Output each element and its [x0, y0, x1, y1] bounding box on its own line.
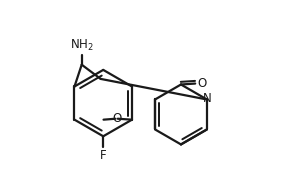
Text: F: F	[100, 149, 107, 162]
Text: O: O	[113, 112, 122, 125]
Text: N: N	[202, 92, 211, 105]
Text: NH$_2$: NH$_2$	[70, 38, 94, 53]
Text: O: O	[198, 77, 207, 90]
